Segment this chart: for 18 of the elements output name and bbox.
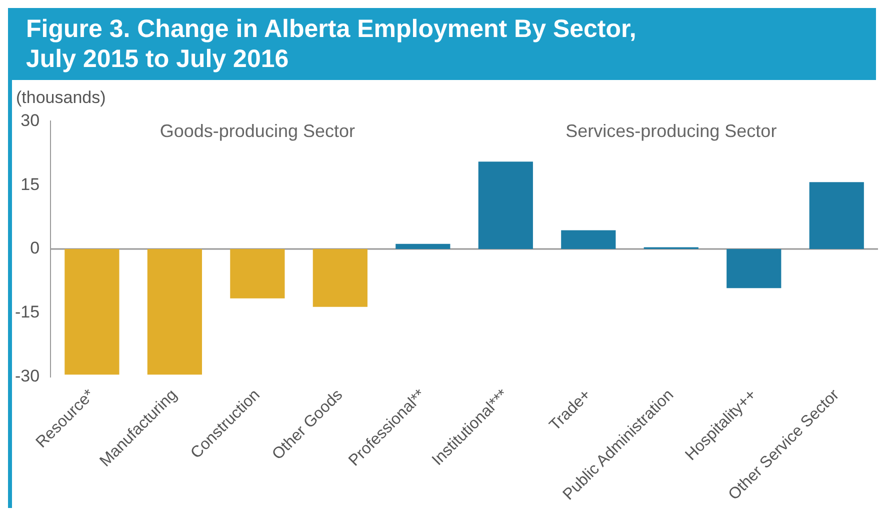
y-tick-label: 15 [20,174,40,194]
y-tick-label: 0 [30,238,40,258]
bar [312,248,368,307]
bar [396,244,450,249]
chart-title: Figure 3. Change in Alberta Employment By Sector, July 2015 to July 2016 [12,8,876,80]
bar [147,248,202,375]
y-tick-label: -15 [14,302,40,322]
bar [561,230,616,249]
bar [809,182,864,249]
bar [478,162,533,249]
annotation: Goods-producing Sector [160,121,355,142]
annotation: Services-producing Sector [566,121,777,142]
y-tick-label: 30 [20,110,40,130]
bar [230,248,285,298]
y-tick-label: -30 [14,366,40,386]
y-axis-title: (thousands) [15,87,107,108]
bar [64,248,120,375]
bar [726,248,782,288]
